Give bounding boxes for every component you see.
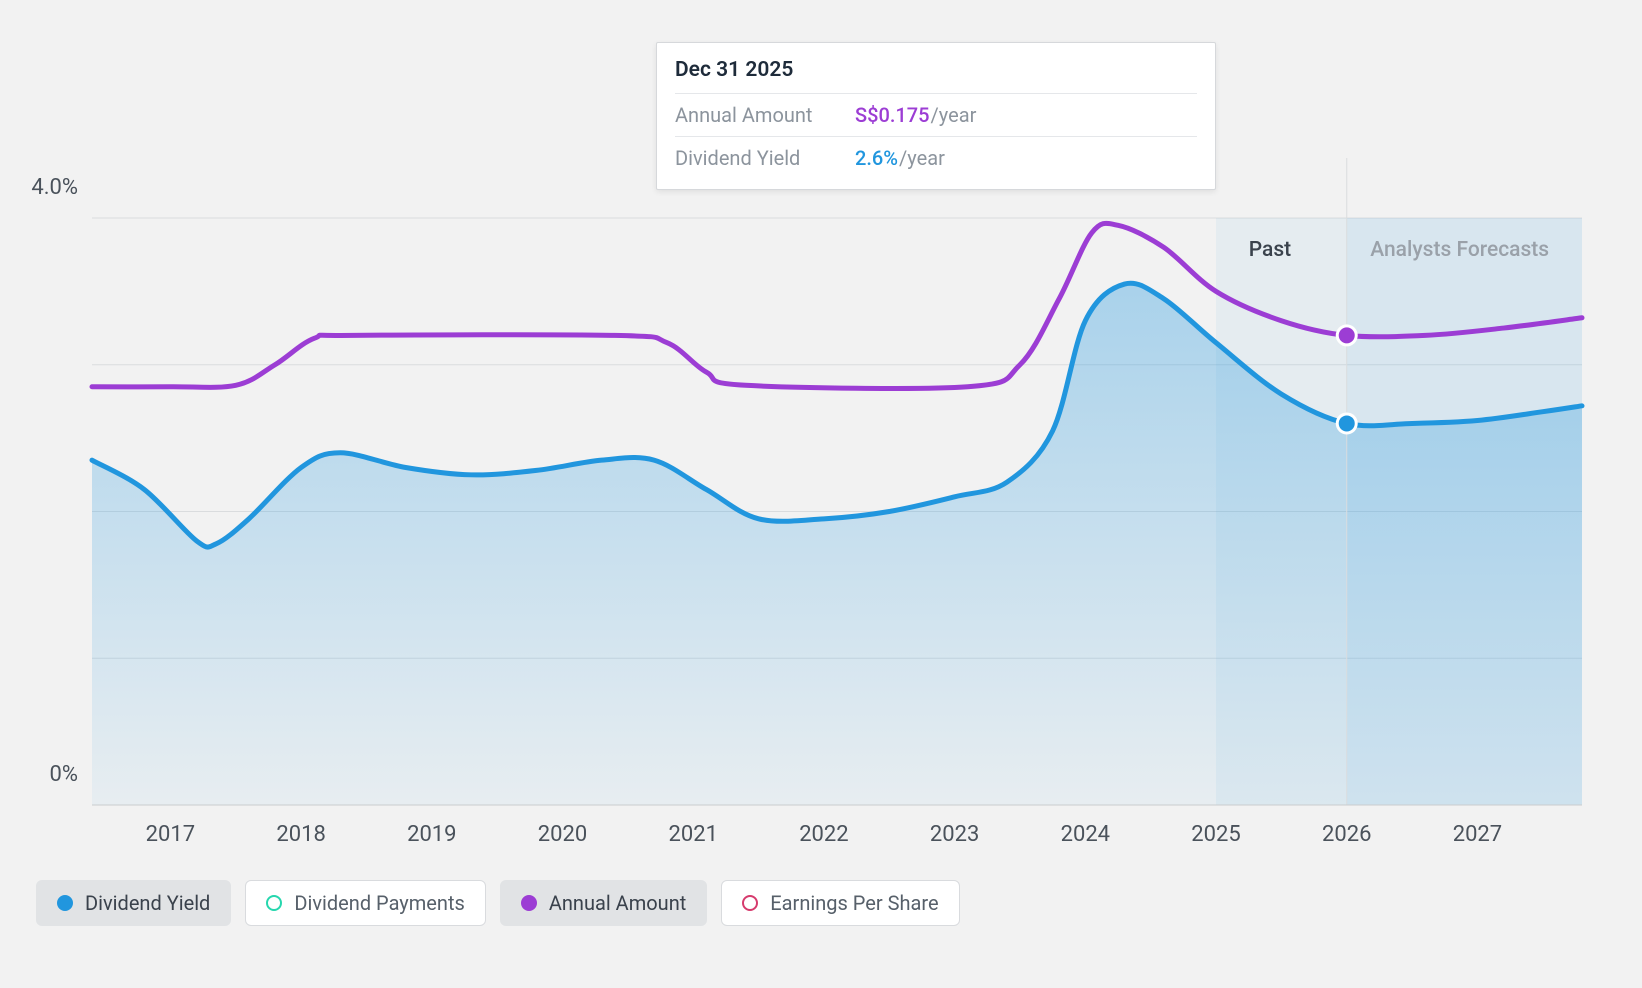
tooltip-row: Annual AmountS$0.175/year [675, 93, 1197, 136]
legend-item-dividend-payments[interactable]: Dividend Payments [245, 880, 485, 926]
x-tick-label: 2027 [1453, 822, 1502, 847]
chart-legend: Dividend Yield Dividend Payments Annual Am… [36, 880, 960, 926]
tooltip-row-value: 2.6%/year [855, 143, 945, 173]
legend-item-dividend-yield[interactable]: Dividend Yield [36, 880, 231, 926]
x-tick-label: 2022 [799, 822, 848, 847]
x-tick-label: 2026 [1322, 822, 1371, 847]
annual-amount-marker [1339, 327, 1355, 343]
x-tick-label: 2023 [930, 822, 979, 847]
tooltip-row: Dividend Yield2.6%/year [675, 136, 1197, 179]
legend-item-earnings-per-share[interactable]: Earnings Per Share [721, 880, 959, 926]
tooltip-row-label: Dividend Yield [675, 143, 855, 173]
tooltip-date: Dec 31 2025 [675, 55, 1197, 93]
legend-marker-icon [521, 895, 537, 911]
legend-marker-icon [266, 895, 282, 911]
y-tick-label: 0% [50, 762, 78, 787]
tooltip-row-value: S$0.175/year [855, 100, 976, 130]
legend-item-label: Earnings Per Share [770, 891, 938, 915]
legend-marker-icon [57, 895, 73, 911]
region-label-past: Past [1249, 238, 1291, 262]
region-label-forecast: Analysts Forecasts [1370, 238, 1549, 262]
x-tick-label: 2020 [538, 822, 587, 847]
dividend-yield-marker [1339, 415, 1355, 431]
chart-tooltip: Dec 31 2025 Annual AmountS$0.175/yearDiv… [656, 42, 1216, 190]
x-tick-label: 2018 [276, 822, 325, 847]
tooltip-row-label: Annual Amount [675, 100, 855, 130]
legend-item-label: Dividend Yield [85, 891, 210, 915]
x-tick-label: 2025 [1191, 822, 1240, 847]
legend-item-label: Annual Amount [549, 891, 686, 915]
legend-item-label: Dividend Payments [294, 891, 464, 915]
x-tick-label: 2021 [668, 822, 717, 847]
x-tick-label: 2024 [1061, 822, 1110, 847]
dividend-chart: 2017 2018 2019 2020 2021 2022 2023 2024 2025 2026… [0, 0, 1642, 988]
y-tick-label: 4.0% [31, 175, 78, 200]
legend-item-annual-amount[interactable]: Annual Amount [500, 880, 707, 926]
x-tick-label: 2019 [407, 822, 456, 847]
x-tick-label: 2017 [146, 822, 195, 847]
legend-marker-icon [742, 895, 758, 911]
